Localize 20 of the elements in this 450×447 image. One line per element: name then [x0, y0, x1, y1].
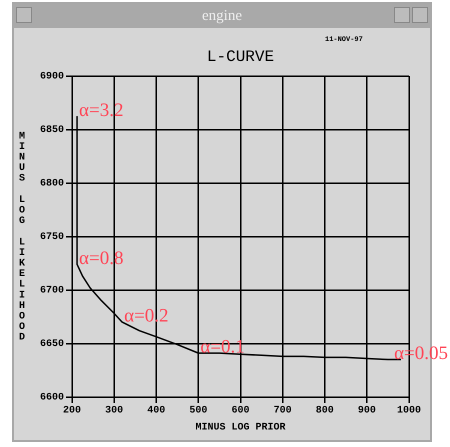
x-tick-label: 300: [105, 406, 124, 417]
x-tick-label: 900: [358, 406, 376, 417]
x-tick-label: 600: [231, 406, 250, 417]
text: MINUS LOG LIKELIHOOD: [18, 131, 26, 344]
x-tick-label: 700: [274, 406, 292, 417]
text: engine: [12, 4, 432, 28]
x-tick-label: 200: [62, 406, 82, 417]
y-tick-label: 6600: [40, 392, 64, 404]
y-tick-label: 6700: [40, 286, 64, 297]
x-tick-label: 800: [316, 406, 334, 417]
y-tick-label: 6650: [40, 339, 64, 350]
y-tick-label: 6850: [40, 125, 64, 136]
x-tick-label: 400: [147, 406, 166, 417]
y-tick-label: 6800: [40, 178, 64, 190]
x-tick-label: 500: [189, 406, 208, 417]
y-tick-label: 6750: [40, 232, 64, 244]
chart-title: L-CURVE: [206, 48, 274, 66]
y-tick-label: 6900: [40, 72, 64, 83]
x-tick-label: 1000: [396, 406, 422, 417]
x-axis-title: MINUS LOG PRIOR: [195, 422, 286, 434]
